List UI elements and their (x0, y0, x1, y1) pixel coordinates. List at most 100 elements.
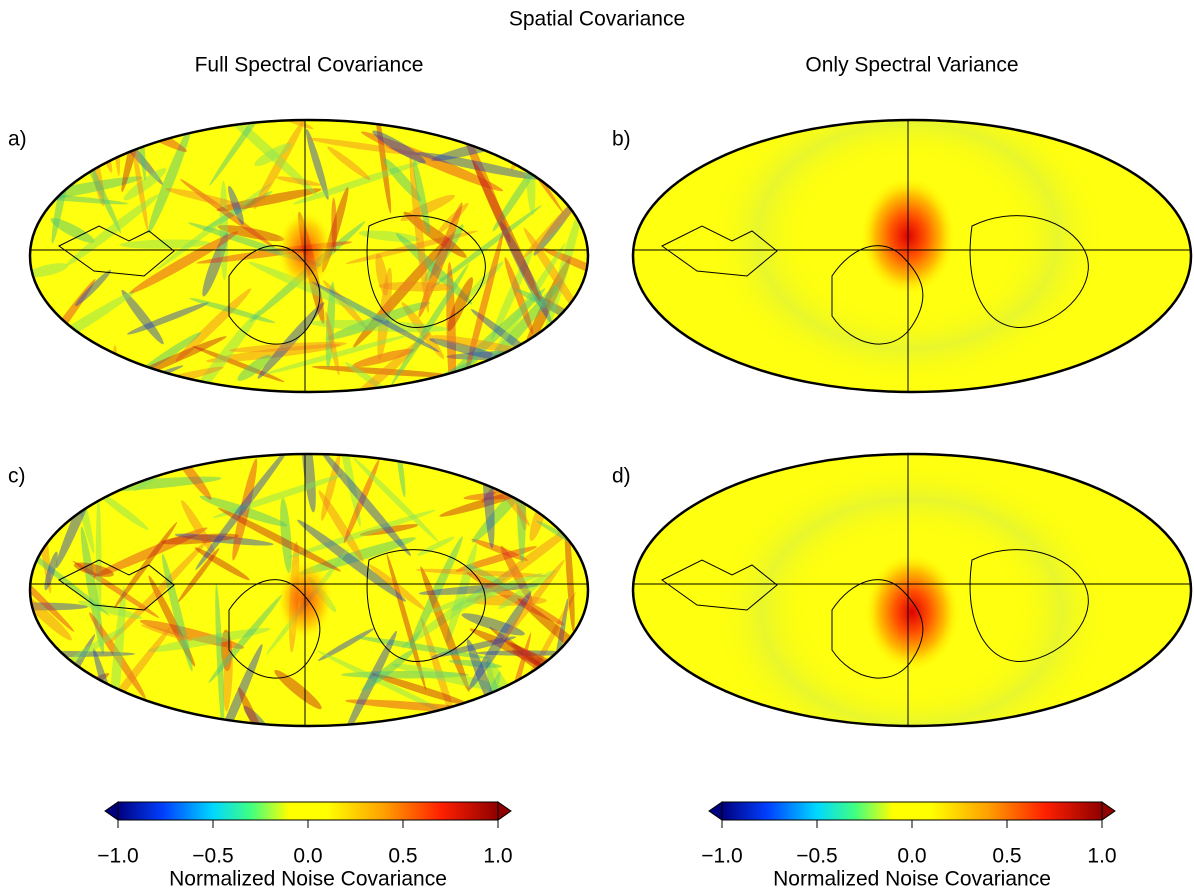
pattern-stripe (113, 522, 178, 609)
pattern-stripe (521, 258, 571, 357)
maps (28, 118, 1193, 728)
tick-label: −1.0 (97, 845, 138, 868)
pattern-stripe (121, 289, 164, 345)
pattern-stripe (263, 334, 409, 375)
colorbar (721, 801, 1103, 821)
pattern-stripe (343, 630, 397, 726)
panel-label: a) (8, 128, 27, 151)
map-border (631, 118, 1193, 394)
pattern-stripe (430, 288, 546, 392)
colorbar-label: Normalized Noise Covariance (773, 868, 1051, 891)
pattern-stripe (375, 120, 392, 214)
pattern-stripe (417, 536, 455, 556)
pattern-stripe (298, 537, 416, 575)
pattern-stripe (30, 180, 55, 194)
pattern-stripe (147, 627, 271, 652)
coastline (58, 225, 175, 277)
pattern-stripe (301, 454, 316, 513)
pattern-stripe (431, 335, 524, 353)
pattern-stripe (129, 231, 239, 294)
pattern-stripe (30, 263, 69, 278)
pattern-stripe (311, 281, 440, 353)
pattern-stripe (368, 564, 425, 610)
pattern-stripe (206, 344, 342, 363)
pattern-stripe (431, 636, 517, 658)
column-title: Only Spectral Variance (805, 54, 1018, 77)
pattern-stripe (461, 127, 511, 243)
pattern-stripe (400, 194, 455, 222)
pattern-stripe (354, 636, 487, 659)
pattern-stripe (161, 553, 193, 672)
pattern-stripe (82, 365, 184, 392)
pattern-stripe (194, 547, 250, 581)
pattern-stripe (216, 188, 322, 212)
pattern-stripe (352, 457, 439, 542)
pattern-stripe (372, 130, 426, 164)
pattern-stripe (341, 671, 469, 679)
pattern-stripe (446, 262, 457, 392)
coastline (831, 245, 924, 345)
pattern-stripe (496, 454, 588, 494)
pattern-stripe (343, 459, 380, 544)
tick-label: 0.0 (897, 845, 926, 868)
pattern-stripe (409, 155, 429, 313)
pattern-stripe (46, 683, 103, 726)
pattern-stripe (232, 458, 258, 561)
pattern-stripe (329, 454, 361, 527)
pattern-stripe (160, 533, 239, 545)
pattern-stripe (314, 332, 431, 392)
pattern-stripe (204, 120, 317, 195)
pattern-stripe (192, 345, 285, 383)
pattern-stripe (401, 566, 520, 648)
tick-label: 0.5 (388, 845, 417, 868)
pattern-stripe (95, 497, 102, 629)
pattern-stripe (321, 454, 341, 521)
pattern-stripe (472, 159, 541, 302)
pattern-stripe (72, 560, 160, 618)
pattern-stripe (274, 669, 322, 710)
panel-label: b) (612, 128, 631, 151)
pattern-stripe (461, 613, 525, 636)
tick-label: −0.5 (796, 845, 837, 868)
pattern-stripe (30, 473, 130, 488)
map-panel (633, 120, 1191, 392)
pattern-stripe (253, 120, 305, 210)
tick-label: 0.0 (293, 845, 322, 868)
tick-label: 0.5 (992, 845, 1021, 868)
colorbar-extend-low (104, 801, 119, 821)
pattern-stripe (491, 246, 534, 340)
pattern-stripe (520, 120, 556, 172)
pattern-stripe (345, 230, 479, 264)
pattern-stripe (307, 137, 420, 156)
pattern-stripe (360, 131, 504, 192)
pattern-stripe (89, 612, 146, 699)
pattern-stripe (257, 302, 325, 379)
pattern-stripe (275, 176, 321, 186)
pattern-stripe (30, 345, 50, 392)
pattern-stripe (202, 191, 273, 231)
panel-label: c) (8, 465, 26, 488)
pattern-stripe (418, 202, 463, 318)
pattern-stripe (297, 519, 407, 602)
pattern-stripe (533, 199, 577, 256)
pattern-stripe (545, 204, 583, 334)
pattern-stripe (418, 583, 539, 596)
pattern-stripe (557, 454, 588, 534)
pattern-stripe (30, 337, 51, 359)
pattern-stripe (30, 543, 75, 632)
map-border (631, 452, 1193, 728)
pattern-stripe (510, 120, 562, 171)
pattern-stripe (447, 277, 474, 332)
map-panel (633, 454, 1191, 726)
pattern-stripe (325, 281, 336, 368)
pattern-stripe (180, 179, 275, 248)
pattern-stripe (109, 539, 209, 644)
pattern-stripe (524, 120, 588, 165)
pattern-stripe (223, 638, 233, 712)
pattern-stripe (248, 261, 387, 321)
pattern-stripe (403, 211, 467, 258)
pattern-stripe (391, 264, 469, 386)
pattern-stripe (523, 227, 586, 322)
pattern-stripe (178, 548, 220, 602)
pattern-stripe (498, 570, 556, 610)
